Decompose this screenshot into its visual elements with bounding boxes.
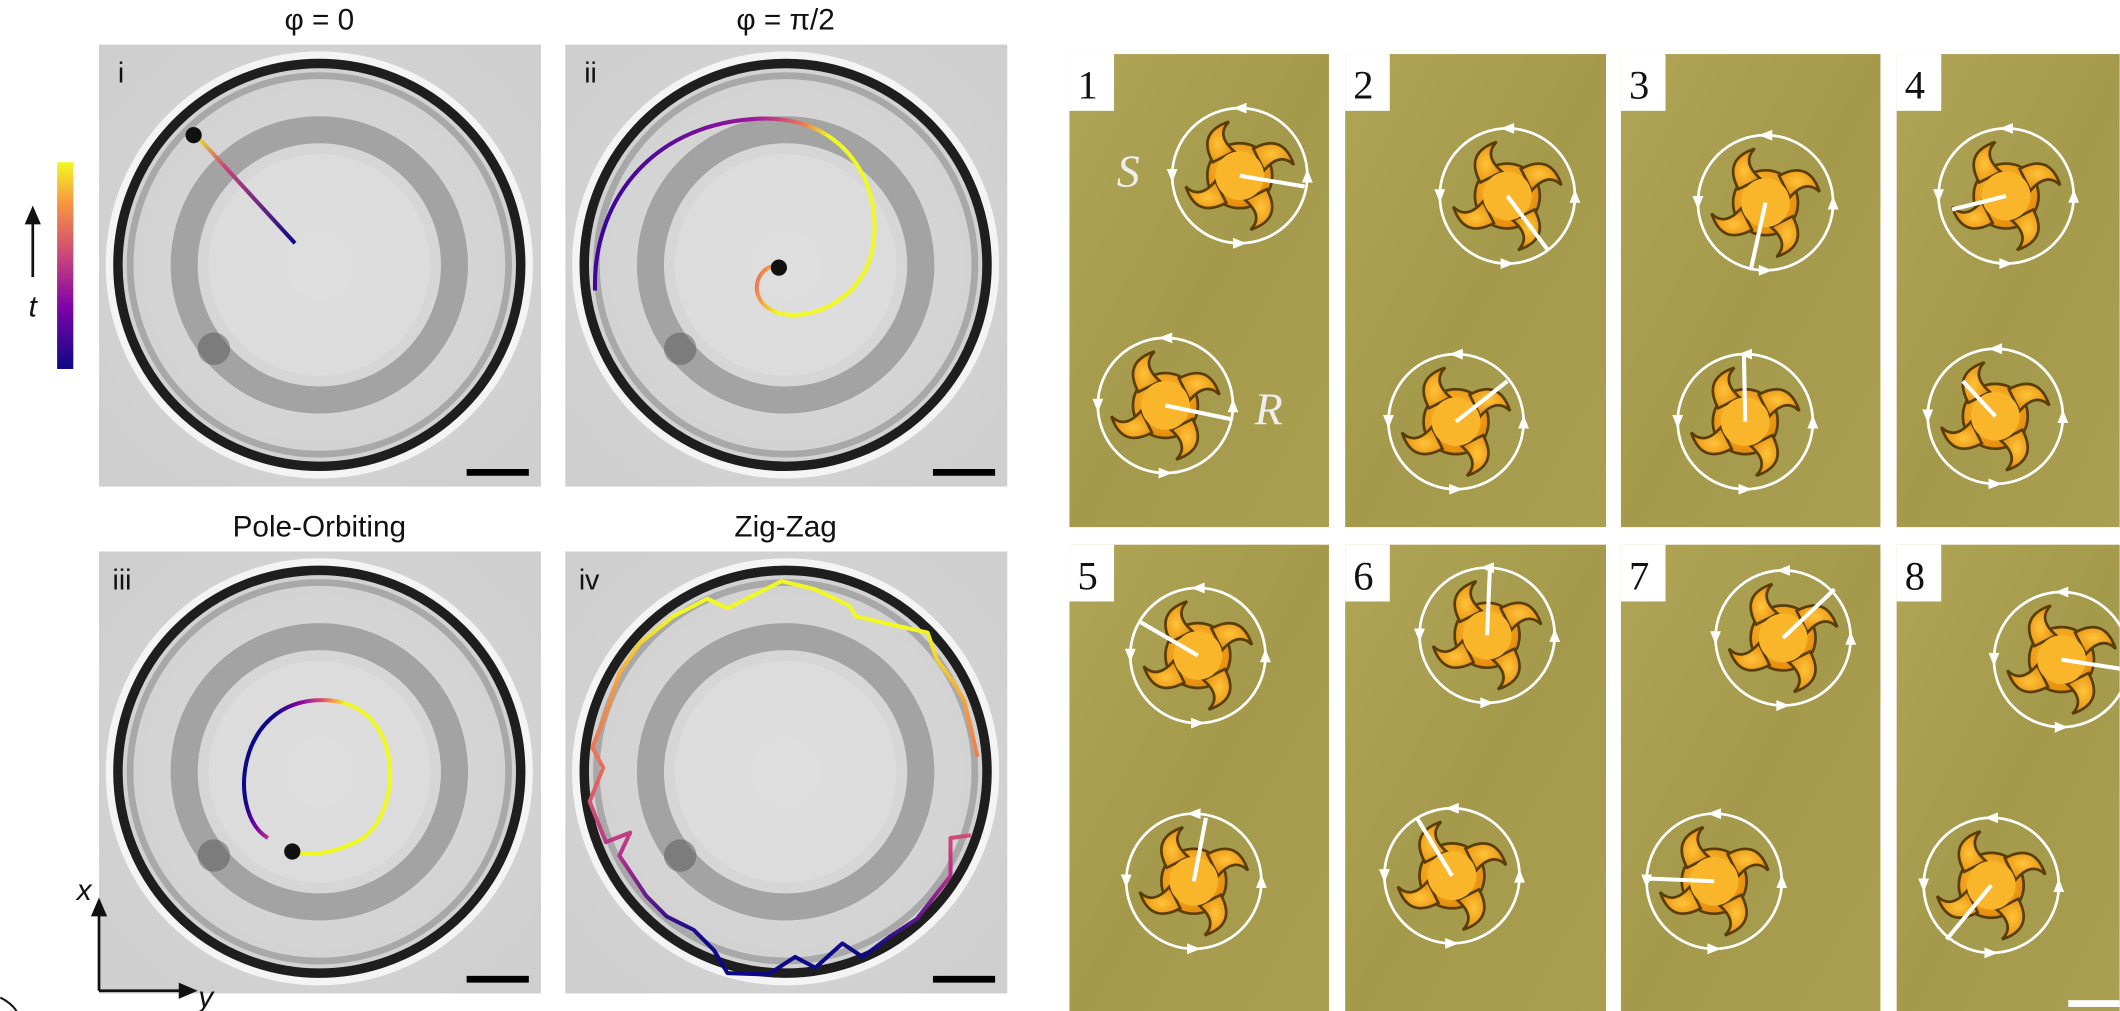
particle [770, 259, 787, 276]
axes-indicator [90, 897, 198, 999]
frame-2: 2 [1345, 54, 1607, 528]
frame-label: 3 [1629, 63, 1649, 108]
panel-title: Pole-Orbiting [233, 511, 406, 544]
frame-8: 8 [1896, 544, 2120, 1011]
scale-bar [2068, 1000, 2120, 1007]
axis-label-x: x [75, 874, 93, 907]
panel-label: ii [584, 57, 597, 89]
trajectory [593, 116, 877, 317]
panel-i: i [99, 45, 541, 487]
edge-curve [0, 996, 18, 1011]
frames: 1 S R 2 3 4 5 6 [1069, 54, 2120, 1011]
particle [284, 843, 301, 860]
particle [185, 127, 202, 144]
panel-iii: iii [99, 551, 541, 993]
panel-ii: ii [565, 45, 1007, 487]
trajectory [587, 579, 980, 977]
time-arrow [24, 205, 41, 278]
frame-label: 5 [1078, 553, 1098, 598]
panel-title: φ = π/2 [736, 4, 834, 37]
frame-7: 7 [1620, 544, 1881, 1011]
panel-iv: iv [565, 551, 1007, 993]
frame-label: 2 [1353, 63, 1373, 108]
annotation: S [1117, 146, 1140, 197]
trajectory [242, 698, 393, 856]
frame-label: 8 [1905, 553, 1925, 598]
panel-label: iii [113, 564, 132, 596]
frame-label: 7 [1629, 553, 1649, 598]
frame-3: 3 [1620, 54, 1881, 528]
frame-4: 4 [1896, 54, 2120, 528]
frame-label: 1 [1078, 63, 1098, 108]
frame-6: 6 [1345, 544, 1607, 1011]
frame-5: 5 [1069, 544, 1329, 1011]
frame-1: 1 S R [1069, 54, 1329, 528]
colorbar-label: t [29, 290, 39, 323]
frame-label: 4 [1905, 63, 1925, 108]
panel-label: i [118, 57, 124, 89]
panel-title: Zig-Zag [734, 511, 836, 544]
axis-label-y: y [196, 981, 215, 1011]
panel-label: iv [579, 564, 600, 596]
colorbar [57, 162, 74, 369]
annotation: R [1254, 383, 1283, 434]
panel-title: φ = 0 [284, 4, 354, 37]
frame-label: 6 [1353, 553, 1373, 598]
trajectory [192, 131, 297, 245]
